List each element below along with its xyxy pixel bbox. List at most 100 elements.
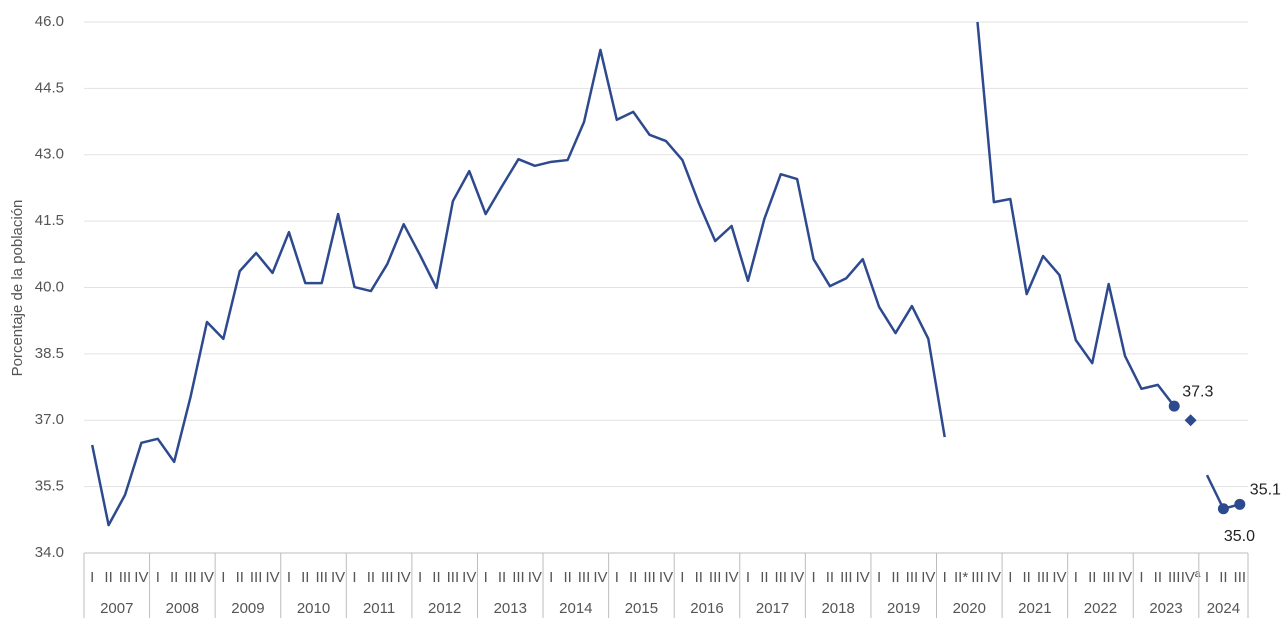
data-label: 35.0 [1224, 528, 1255, 545]
x-tick-label: III [315, 569, 328, 586]
x-tick-label: I [615, 569, 619, 586]
x-tick-label: IV [397, 569, 411, 586]
year-label: 2018 [821, 600, 854, 617]
year-label: 2012 [428, 600, 461, 617]
x-tick-label: II [301, 569, 309, 586]
x-tick-label: IV [856, 569, 870, 586]
x-tick-label: I [1074, 569, 1078, 586]
x-tick-label: III [512, 569, 525, 586]
x-tick-label: IV [462, 569, 476, 586]
y-tick-label: 46.0 [35, 13, 64, 30]
x-tick-label: IV [790, 569, 804, 586]
y-tick-label: 37.0 [35, 411, 64, 428]
x-tick-label: IV [331, 569, 345, 586]
data-label: 35.1 [1250, 482, 1281, 499]
x-tick-label: I [287, 569, 291, 586]
x-tick-label: IV [987, 569, 1001, 586]
x-tick-label: I [1205, 569, 1209, 586]
x-tick-label: I [484, 569, 488, 586]
x-tick-label: II [1154, 569, 1162, 586]
year-label: 2014 [559, 600, 592, 617]
year-label: 2019 [887, 600, 920, 617]
x-tick-label: I [811, 569, 815, 586]
x-tick-label: IV [921, 569, 935, 586]
year-label: 2020 [953, 600, 986, 617]
x-tick-label: I [90, 569, 94, 586]
year-label: 2023 [1149, 600, 1182, 617]
x-tick-label: I [1008, 569, 1012, 586]
x-tick-label: II [1023, 569, 1031, 586]
year-label: 2016 [690, 600, 723, 617]
y-tick-label: 35.5 [35, 478, 64, 495]
x-tick-label: I [221, 569, 225, 586]
year-label: 2009 [231, 600, 264, 617]
x-tick-label: II [760, 569, 768, 586]
year-label: 2017 [756, 600, 789, 617]
x-tick-label: II [826, 569, 834, 586]
line [90, 48, 946, 527]
x-tick-label: III [119, 569, 132, 586]
x-tick-label: IV [265, 569, 279, 586]
x-tick-label: IVª [1181, 569, 1201, 586]
x-tick-label: II [1219, 569, 1227, 586]
y-tick-label: 34.0 [35, 544, 64, 561]
y-tick-label: 43.0 [35, 146, 64, 163]
x-tick-label: IV [659, 569, 673, 586]
x-tick-label: IV [724, 569, 738, 586]
x-tick-label: I [418, 569, 422, 586]
y-axis-label: Porcentaje de la población [9, 200, 26, 377]
x-tick-label: IV [1118, 569, 1132, 586]
x-tick-label: II [629, 569, 637, 586]
x-tick-label: III [447, 569, 460, 586]
x-tick-label: III [184, 569, 197, 586]
x-tick-label: II [563, 569, 571, 586]
line [976, 21, 1176, 407]
x-tick-label: III [1168, 569, 1181, 586]
year-label: 2010 [297, 600, 330, 617]
year-label: 2011 [363, 600, 395, 617]
x-tick-label: I [943, 569, 947, 586]
x-tick-label: II [891, 569, 899, 586]
y-tick-label: 40.0 [35, 278, 64, 295]
x-tick-label: I [156, 569, 160, 586]
x-tick-label: II [1088, 569, 1096, 586]
x-tick-label: II [236, 569, 244, 586]
x-tick-label: IV [200, 569, 214, 586]
x-tick-label: III [840, 569, 853, 586]
x-tick-label: III [906, 569, 919, 586]
x-tick-label: II [695, 569, 703, 586]
x-tick-label: III [1037, 569, 1050, 586]
x-tick-label: II [498, 569, 506, 586]
y-tick-label: 38.5 [35, 345, 64, 362]
x-tick-label: IV [528, 569, 542, 586]
x-tick-label: I [1139, 569, 1143, 586]
x-tick-label: III [1234, 569, 1247, 586]
x-tick-label: I [352, 569, 356, 586]
diamond-marker [1184, 414, 1197, 427]
year-label: 2021 [1018, 600, 1051, 617]
year-label: 2024 [1207, 600, 1240, 617]
x-tick-label: II* [954, 569, 968, 586]
x-tick-label: I [877, 569, 881, 586]
point [1168, 400, 1180, 412]
x-tick-label: IV [134, 569, 148, 586]
year-label: 2013 [494, 600, 527, 617]
x-tick-label: II [104, 569, 112, 586]
x-tick-label: I [746, 569, 750, 586]
year-label: 2008 [166, 600, 199, 617]
x-tick-label: III [709, 569, 722, 586]
x-tick-label: III [381, 569, 394, 586]
point [1234, 498, 1246, 510]
x-tick-label: III [775, 569, 788, 586]
x-tick-label: I [680, 569, 684, 586]
x-tick-label: I [549, 569, 553, 586]
x-tick-label: II [367, 569, 375, 586]
x-tick-label: III [578, 569, 591, 586]
x-tick-label: III [971, 569, 984, 586]
x-tick-label: II [170, 569, 178, 586]
year-label: 2022 [1084, 600, 1117, 617]
data-label: 37.3 [1182, 383, 1213, 400]
x-tick-label: III [250, 569, 263, 586]
year-label: 2015 [625, 600, 658, 617]
